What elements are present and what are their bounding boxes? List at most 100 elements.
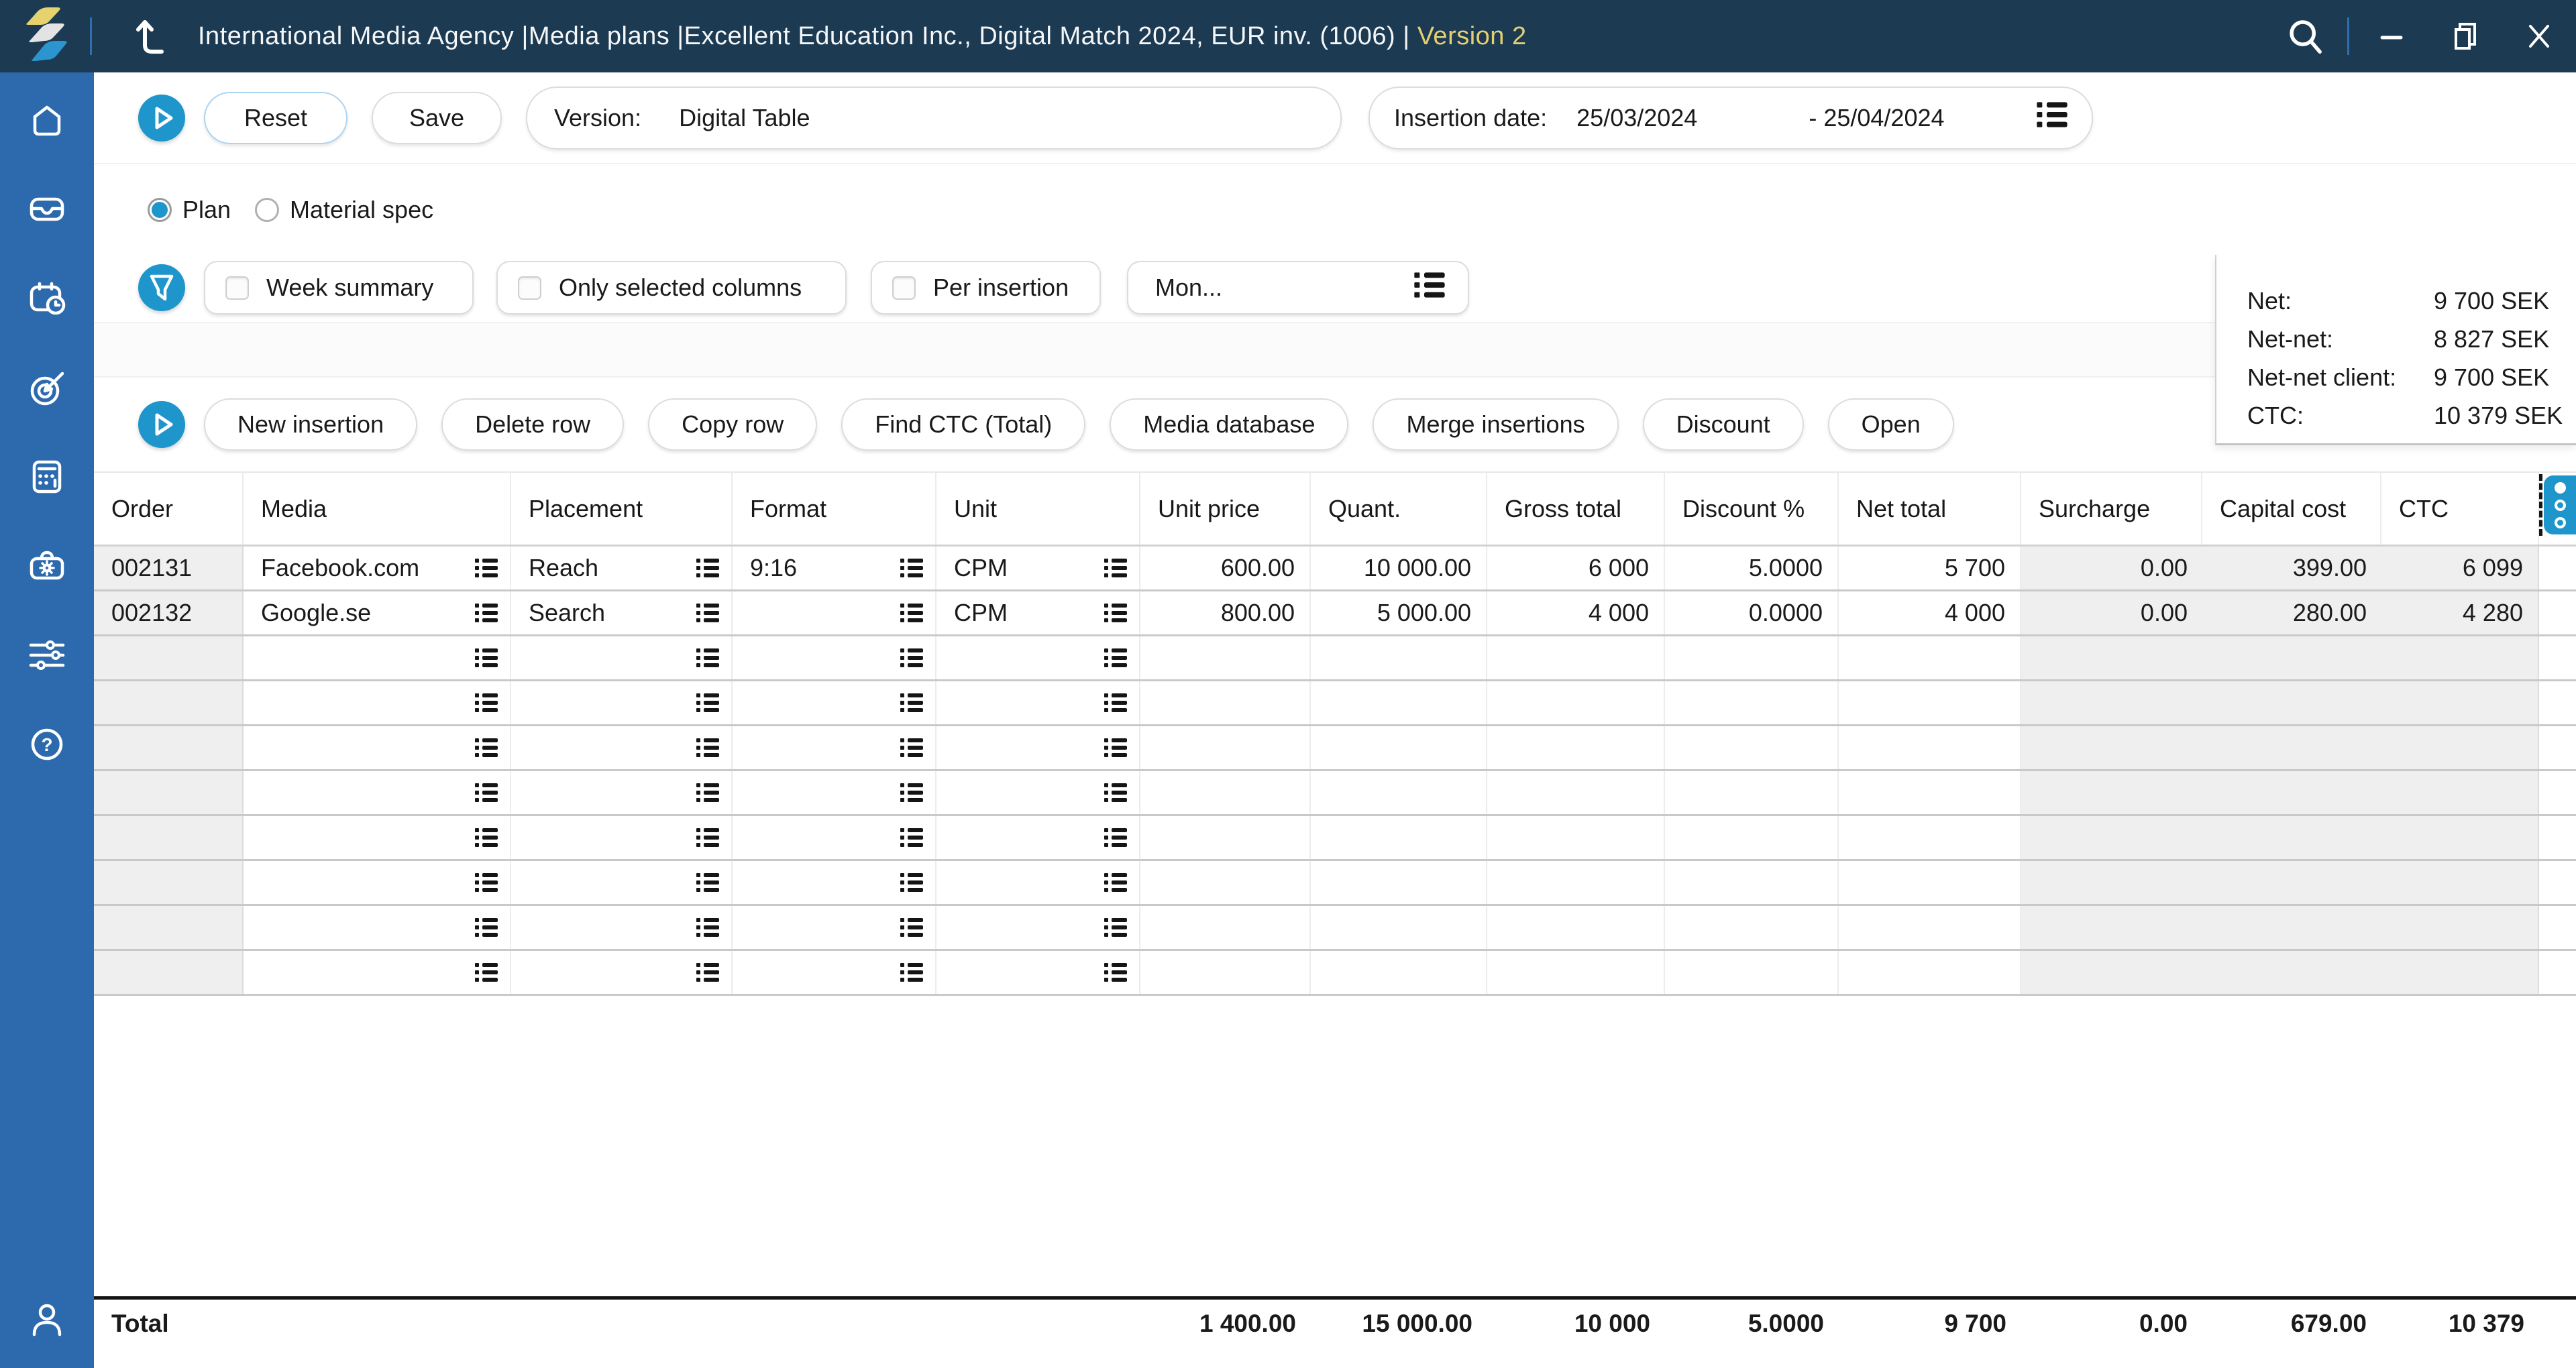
- cell-quant[interactable]: [1311, 681, 1487, 724]
- minimize-button[interactable]: [2355, 0, 2428, 72]
- week-summary-checkbox[interactable]: Week summary: [204, 261, 474, 315]
- cell-unit[interactable]: [936, 816, 1140, 859]
- open-button[interactable]: Open: [1827, 398, 1954, 451]
- cell-gross_total[interactable]: [1487, 681, 1665, 724]
- new-insertion-button[interactable]: New insertion: [204, 398, 418, 451]
- cell-media[interactable]: [244, 681, 511, 724]
- cell-media[interactable]: [244, 636, 511, 679]
- reset-button[interactable]: Reset: [204, 91, 347, 144]
- sidebar-item-user[interactable]: [25, 1297, 69, 1341]
- cell-quant[interactable]: [1311, 636, 1487, 679]
- discount-button[interactable]: Discount: [1642, 398, 1804, 451]
- cell-net_total[interactable]: [1839, 636, 2021, 679]
- cell-unit_price[interactable]: [1140, 951, 1311, 994]
- cell-net_total[interactable]: [1839, 906, 2021, 949]
- cell-format[interactable]: 9:16: [733, 547, 936, 589]
- table-row[interactable]: 002132 Google.se Search CPM 800.00 5 000.00 4 …: [94, 591, 2576, 636]
- sidebar-item-calendar[interactable]: [25, 276, 69, 321]
- table-row[interactable]: [94, 726, 2576, 771]
- cell-media[interactable]: [244, 951, 511, 994]
- cell-discount_pct[interactable]: 0.0000: [1665, 591, 1839, 634]
- cell-placement[interactable]: [511, 681, 733, 724]
- cell-gross_total[interactable]: [1487, 951, 1665, 994]
- cell-unit_price[interactable]: [1140, 726, 1311, 769]
- run-version-button[interactable]: [138, 94, 185, 141]
- cell-unit[interactable]: [936, 636, 1140, 679]
- table-row[interactable]: [94, 951, 2576, 996]
- table-row[interactable]: [94, 636, 2576, 681]
- cell-quant[interactable]: [1311, 726, 1487, 769]
- table-row[interactable]: [94, 906, 2576, 951]
- date-list-icon[interactable]: [2037, 101, 2068, 134]
- cell-net_total[interactable]: 4 000: [1839, 591, 2021, 634]
- sidebar-item-toolbox[interactable]: [25, 544, 69, 588]
- table-row[interactable]: 002131 Facebook.com Reach 9:16 CPM 600.00 10 0…: [94, 547, 2576, 591]
- cell-gross_total[interactable]: 4 000: [1487, 591, 1665, 634]
- cell-unit[interactable]: CPM: [936, 547, 1140, 589]
- cell-media[interactable]: Google.se: [244, 591, 511, 634]
- cell-net_total[interactable]: [1839, 951, 2021, 994]
- cell-format[interactable]: [733, 681, 936, 724]
- cell-discount_pct[interactable]: 5.0000: [1665, 547, 1839, 589]
- version-field-value[interactable]: Digital Table: [679, 103, 810, 131]
- sidebar-item-help[interactable]: ?: [25, 722, 69, 766]
- cell-discount_pct[interactable]: [1665, 951, 1839, 994]
- cell-unit_price[interactable]: 600.00: [1140, 547, 1311, 589]
- table-row[interactable]: [94, 861, 2576, 906]
- cell-unit_price[interactable]: [1140, 681, 1311, 724]
- table-row[interactable]: [94, 816, 2576, 861]
- per-insertion-checkbox[interactable]: Per insertion: [871, 261, 1101, 315]
- cell-net_total[interactable]: [1839, 861, 2021, 904]
- cell-gross_total[interactable]: 6 000: [1487, 547, 1665, 589]
- cell-unit[interactable]: [936, 861, 1140, 904]
- save-button[interactable]: Save: [372, 91, 502, 144]
- cell-media[interactable]: [244, 906, 511, 949]
- cell-quant[interactable]: 5 000.00: [1311, 591, 1487, 634]
- version-field[interactable]: Version: Digital Table: [526, 86, 1342, 150]
- close-button[interactable]: [2502, 0, 2576, 72]
- cell-placement[interactable]: [511, 861, 733, 904]
- cell-quant[interactable]: [1311, 816, 1487, 859]
- cell-media[interactable]: Facebook.com: [244, 547, 511, 589]
- cell-gross_total[interactable]: [1487, 726, 1665, 769]
- cell-unit[interactable]: [936, 726, 1140, 769]
- cell-quant[interactable]: [1311, 951, 1487, 994]
- cell-discount_pct[interactable]: [1665, 636, 1839, 679]
- column-options-handle[interactable]: [2544, 475, 2576, 534]
- cell-unit[interactable]: [936, 771, 1140, 814]
- cell-format[interactable]: [733, 591, 936, 634]
- cell-unit_price[interactable]: 800.00: [1140, 591, 1311, 634]
- sidebar-item-home[interactable]: [25, 98, 69, 142]
- cell-format[interactable]: [733, 636, 936, 679]
- radio-material-spec[interactable]: Material spec: [255, 196, 433, 224]
- cell-net_total[interactable]: [1839, 771, 2021, 814]
- insertion-date-from[interactable]: 25/03/2024: [1576, 103, 1698, 131]
- cell-unit[interactable]: [936, 906, 1140, 949]
- cell-media[interactable]: [244, 816, 511, 859]
- cell-placement[interactable]: [511, 636, 733, 679]
- cell-placement[interactable]: [511, 726, 733, 769]
- cell-unit_price[interactable]: [1140, 816, 1311, 859]
- table-row[interactable]: [94, 771, 2576, 816]
- cell-discount_pct[interactable]: [1665, 681, 1839, 724]
- cell-gross_total[interactable]: [1487, 906, 1665, 949]
- cell-placement[interactable]: [511, 771, 733, 814]
- radio-plan[interactable]: Plan: [148, 196, 231, 224]
- sidebar-item-sliders[interactable]: [25, 633, 69, 677]
- cell-unit[interactable]: CPM: [936, 591, 1140, 634]
- cell-placement[interactable]: [511, 816, 733, 859]
- delete-row-button[interactable]: Delete row: [441, 398, 625, 451]
- search-button[interactable]: [2268, 0, 2342, 72]
- cell-unit_price[interactable]: [1140, 906, 1311, 949]
- restore-button[interactable]: [2428, 0, 2502, 72]
- cell-discount_pct[interactable]: [1665, 906, 1839, 949]
- find-ctc-total-button[interactable]: Find CTC (Total): [841, 398, 1086, 451]
- cell-discount_pct[interactable]: [1665, 771, 1839, 814]
- cell-unit_price[interactable]: [1140, 861, 1311, 904]
- sidebar-item-calculator[interactable]: [25, 455, 69, 499]
- month-dropdown[interactable]: Mon...: [1127, 261, 1469, 315]
- cell-gross_total[interactable]: [1487, 636, 1665, 679]
- cell-gross_total[interactable]: [1487, 816, 1665, 859]
- cell-quant[interactable]: [1311, 861, 1487, 904]
- cell-quant[interactable]: [1311, 771, 1487, 814]
